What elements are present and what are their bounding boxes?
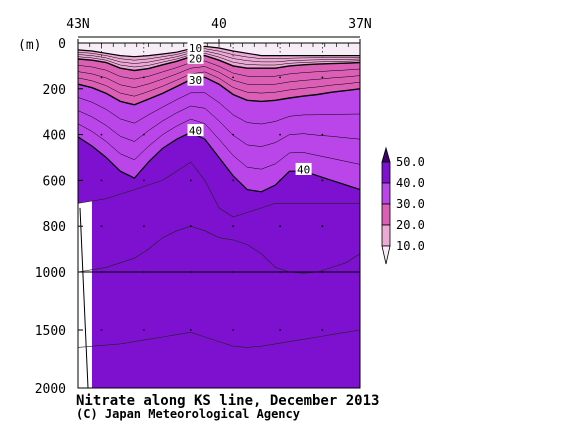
- sample-dot: [189, 329, 192, 331]
- band-30-40: [78, 77, 360, 192]
- sample-dot: [279, 225, 281, 228]
- contour-40: [77, 131, 361, 193]
- sample-dot: [279, 76, 281, 79]
- no-data-edge-line: [79, 207, 89, 389]
- concentration-bands: [78, 43, 360, 389]
- y-tick-label: 800: [43, 220, 66, 235]
- colorbar: 50.0 40.0 30.0 20.0 10.0: [381, 146, 425, 265]
- x-tick-label: 37N: [348, 17, 371, 32]
- contour-20: [77, 54, 361, 72]
- x-tick-label: 43N: [66, 17, 89, 32]
- sample-dot: [321, 225, 324, 228]
- sample-dot: [321, 179, 324, 182]
- contour-30: [77, 76, 361, 106]
- contour-label: 40: [189, 125, 202, 138]
- colorbar-label: 50.0: [396, 155, 425, 169]
- colorbar-segment: [381, 203, 391, 226]
- contour-minor: [77, 92, 361, 125]
- y-tick-label: 1500: [35, 324, 66, 339]
- contour-label-box: [187, 41, 204, 54]
- sample-dot: [142, 179, 145, 182]
- contour-label-box: [187, 51, 204, 64]
- sample-dot: [100, 225, 103, 228]
- contour-deep: [77, 329, 361, 348]
- y-tick-label: 2000: [35, 382, 66, 397]
- sample-dot: [321, 133, 324, 136]
- y-tick-label: 400: [43, 129, 66, 144]
- colorbar-bottom-triangle: [381, 245, 391, 265]
- colorbar-top-triangle: [381, 146, 391, 163]
- sample-dot: [142, 76, 145, 79]
- y-tick-label: 0: [58, 37, 66, 52]
- colorbar-label: 10.0: [396, 239, 425, 253]
- sample-dot: [232, 225, 235, 228]
- colorbar-label: 40.0: [396, 176, 425, 190]
- y-axis-unit: (m): [18, 38, 41, 53]
- sample-dot: [100, 133, 103, 136]
- sample-dot: [279, 133, 281, 136]
- colorbar-label: 30.0: [396, 197, 425, 211]
- chart-title: Nitrate along KS line, December 2013: [76, 393, 379, 409]
- sample-dot: [142, 225, 145, 228]
- no-data-region: [78, 201, 92, 388]
- contour-minor: [77, 118, 361, 170]
- contour-deep: [77, 161, 360, 218]
- credit-text: (C) Japan Meteorological Agency: [76, 407, 300, 421]
- contour-label: 10: [189, 42, 202, 55]
- sample-dot: [232, 76, 235, 79]
- sample-dot: [142, 329, 145, 331]
- contour-lines: [77, 45, 361, 348]
- sample-dot: [189, 225, 192, 228]
- y-tick-label: 200: [43, 83, 66, 98]
- contour-minor: [77, 50, 361, 64]
- contour-10: [77, 45, 360, 58]
- contour-minor: [77, 48, 361, 61]
- sample-dot: [232, 179, 235, 182]
- contour-label: 20: [189, 52, 202, 65]
- x-tick-label: 40: [211, 17, 227, 32]
- contour-label: 30: [189, 74, 202, 87]
- colorbar-label: 20.0: [396, 218, 425, 232]
- sample-dot: [321, 76, 324, 79]
- y-tick-label: 600: [43, 174, 66, 189]
- contour-minor: [77, 60, 361, 80]
- band-40-50: [78, 132, 360, 388]
- contour-minor: [77, 71, 361, 97]
- sample-dot: [321, 329, 324, 331]
- contour-label-box: [295, 162, 312, 175]
- band-20-30: [78, 55, 360, 105]
- contour-label-box: [187, 124, 204, 137]
- contour-label-box: [187, 73, 204, 86]
- y-tick-label: 1000: [35, 266, 66, 281]
- contour-minor: [77, 105, 361, 147]
- contour-minor: [77, 66, 361, 88]
- sample-dot: [189, 179, 192, 182]
- colorbar-segment: [381, 161, 391, 184]
- sample-dot: [232, 329, 235, 331]
- contour-minor: [77, 53, 361, 68]
- band-10-20: [78, 46, 360, 71]
- colorbar-segment: [381, 224, 391, 247]
- sample-dot: [279, 179, 281, 182]
- sample-dot: [100, 179, 103, 182]
- sample-dot: [279, 329, 281, 331]
- sample-dot: [142, 133, 145, 136]
- colorbar-segment: [381, 182, 391, 205]
- sample-dot: [100, 329, 103, 331]
- sample-dot: [232, 133, 235, 136]
- x-axis-ticks: 43N 40 37N: [66, 17, 372, 43]
- sample-dot: [100, 76, 103, 79]
- y-axis-ticks: 0 200 400 600 800 1000 1500 2000: [35, 37, 83, 397]
- contour-label: 40: [297, 163, 310, 176]
